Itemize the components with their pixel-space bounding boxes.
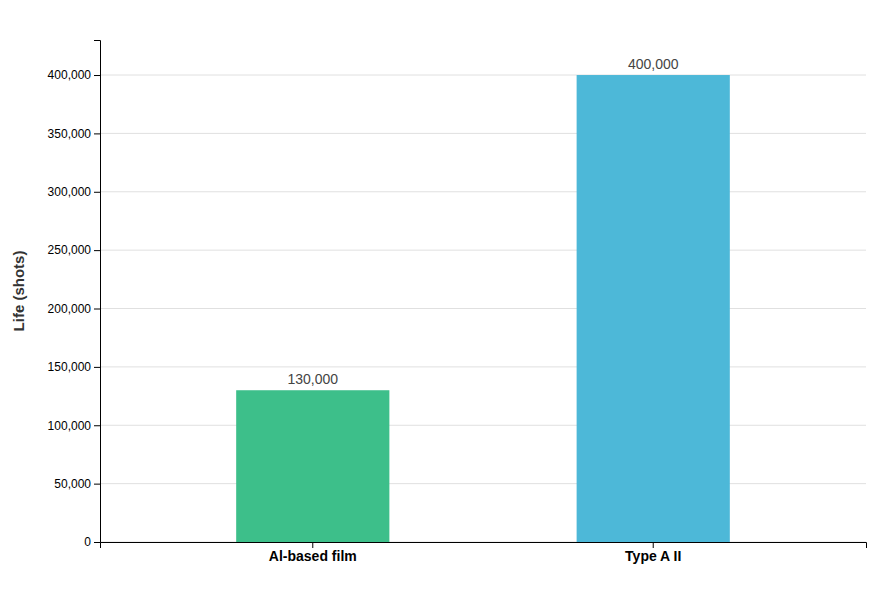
data-label: 400,000 bbox=[628, 56, 679, 72]
y-tick-mark bbox=[94, 75, 100, 76]
y-tick-mark bbox=[94, 250, 100, 251]
y-tick-label: 100,000 bbox=[48, 419, 92, 433]
grid-line bbox=[100, 133, 866, 134]
y-tick-label: 400,000 bbox=[48, 68, 92, 82]
y-axis-line bbox=[94, 41, 101, 543]
y-tick-label: 350,000 bbox=[48, 127, 92, 141]
y-tick-label: 50,000 bbox=[54, 477, 91, 491]
y-tick: 400,000 bbox=[48, 68, 100, 82]
grid-line bbox=[100, 308, 866, 309]
x-tick: Type A II bbox=[625, 542, 681, 564]
grid-line bbox=[100, 425, 866, 426]
y-tick-mark bbox=[94, 192, 100, 193]
chart: 0 50,000 100,000 150,000 200,000 250,000 300,0… bbox=[0, 0, 896, 592]
data-label: 130,000 bbox=[287, 371, 338, 387]
plot: 0 50,000 100,000 150,000 200,000 250,000 300,0… bbox=[48, 41, 867, 564]
y-tick-label: 150,000 bbox=[48, 360, 92, 374]
grid-line bbox=[100, 191, 866, 192]
grid bbox=[100, 75, 866, 542]
bar bbox=[577, 75, 730, 542]
y-tick-label: 250,000 bbox=[48, 243, 92, 257]
y-tick-mark bbox=[94, 133, 100, 134]
bar bbox=[236, 390, 389, 542]
x-tick-label: Type A II bbox=[625, 548, 681, 564]
y-tick-mark bbox=[94, 425, 100, 426]
y-tick-mark bbox=[94, 542, 100, 543]
y-tick: 300,000 bbox=[48, 185, 100, 199]
y-tick: 200,000 bbox=[48, 302, 100, 316]
y-tick-mark bbox=[94, 367, 100, 368]
y-tick-label: 300,000 bbox=[48, 185, 92, 199]
y-tick: 350,000 bbox=[48, 127, 100, 141]
y-axis: 0 50,000 100,000 150,000 200,000 250,000 300,0… bbox=[48, 41, 101, 550]
grid-line bbox=[100, 483, 866, 484]
grid-line bbox=[100, 75, 866, 76]
y-tick: 50,000 bbox=[54, 477, 100, 491]
y-axis-title: Life (shots) bbox=[10, 251, 27, 332]
grid-line bbox=[100, 250, 866, 251]
y-tick-label: 0 bbox=[84, 535, 91, 549]
grid-line bbox=[100, 366, 866, 367]
y-tick: 0 bbox=[84, 535, 100, 549]
y-tick-label: 200,000 bbox=[48, 302, 92, 316]
x-axis: Al-based film Type A II bbox=[101, 542, 867, 564]
x-tick-label: Al-based film bbox=[269, 548, 357, 564]
x-tick: Al-based film bbox=[269, 542, 357, 564]
y-tick: 250,000 bbox=[48, 243, 100, 257]
data-labels: 130,000 400,000 bbox=[287, 56, 678, 387]
y-tick-mark bbox=[94, 484, 100, 485]
y-tick: 100,000 bbox=[48, 419, 100, 433]
y-tick: 150,000 bbox=[48, 360, 100, 374]
bars bbox=[236, 75, 730, 542]
x-axis-line bbox=[101, 543, 867, 549]
y-tick-mark bbox=[94, 309, 100, 310]
